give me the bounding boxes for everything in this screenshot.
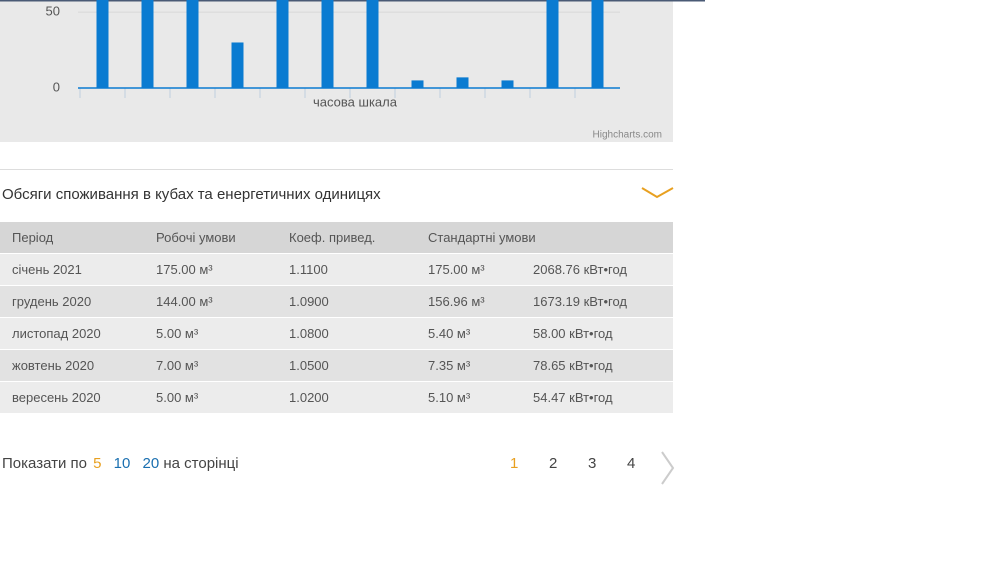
bar	[456, 77, 469, 88]
table-cell: 5.00 м³	[156, 390, 199, 405]
chart-background	[0, 0, 673, 142]
page-link[interactable]: 4	[627, 455, 636, 472]
table-cell: 1.0500	[289, 358, 329, 373]
table-row: листопад 2020 5.00 м³ 1.0800 5.40 м³ 58.00 к…	[0, 318, 673, 350]
chart: часова шкала Highcharts.com 0 50	[0, 0, 705, 142]
header-cell: Період	[12, 230, 54, 245]
table-cell: 7.00 м³	[156, 358, 199, 373]
table-cell: 1.0200	[289, 390, 329, 405]
table-cell: 5.00 м³	[156, 326, 199, 341]
table-row: вересень 2020 5.00 м³ 1.0200 5.10 м³ 54.47 к…	[0, 382, 673, 414]
table-row: грудень 2020 144.00 м³ 1.0900 156.96 м³ 1673…	[0, 286, 673, 318]
bar	[321, 0, 334, 88]
header-cell: Коеф. привед.	[289, 230, 376, 245]
bar	[141, 0, 154, 88]
table-cell: 7.35 м³	[428, 358, 471, 373]
table-cell: 78.65 кВт•год	[533, 358, 613, 373]
table-cell: січень 2021	[12, 262, 82, 277]
y-tick-label: 50	[46, 4, 60, 19]
table-cell: грудень 2020	[12, 294, 92, 309]
table-cell: листопад 2020	[12, 326, 101, 341]
page-size: Показати по 5 10 20 на сторінці	[2, 455, 239, 472]
size-option[interactable]: 20	[142, 455, 160, 472]
table: Період Робочі умови Коеф. привед. Стандартн…	[0, 222, 673, 414]
table-cell: 175.00 м³	[156, 262, 213, 277]
bar	[546, 0, 559, 88]
table-cell: 58.00 кВт•год	[533, 326, 613, 341]
x-axis-title: часова шкала	[313, 94, 398, 109]
table-cell: жовтень 2020	[12, 358, 95, 373]
bar	[96, 0, 109, 88]
y-tick-label: 0	[53, 79, 60, 94]
table-cell: 156.96 м³	[428, 294, 485, 309]
table-cell: 1.1100	[289, 262, 328, 277]
table-cell: 2068.76 кВт•год	[533, 262, 628, 277]
table-cell: 5.40 м³	[428, 326, 471, 341]
page-link[interactable]: 2	[549, 455, 558, 472]
size-option[interactable]: 5	[93, 455, 102, 472]
table-cell: 5.10 м³	[428, 390, 471, 405]
label: Показати по	[2, 455, 87, 472]
table-cell: вересень 2020	[12, 390, 101, 405]
table-cell: 54.47 кВт•год	[533, 390, 613, 405]
page-link[interactable]: 3	[588, 455, 597, 472]
table-row: січень 2021 175.00 м³ 1.1100 175.00 м³ 2068.…	[0, 254, 673, 286]
table-cell: 175.00 м³	[428, 262, 485, 277]
header-row: Період Робочі умови Коеф. привед. Стандартн…	[0, 222, 673, 254]
bar	[411, 80, 424, 88]
credit[interactable]: Highcharts.com	[593, 130, 662, 141]
bar	[276, 0, 289, 88]
table-cell: 1673.19 кВт•год	[533, 294, 628, 309]
section-title: Обсяги споживання в кубах та енергетични…	[2, 186, 381, 203]
table-row: жовтень 2020 7.00 м³ 1.0500 7.35 м³ 78.65 кВ…	[0, 350, 673, 382]
collapse-toggle[interactable]	[640, 185, 676, 201]
bar	[591, 0, 604, 88]
bar	[501, 80, 514, 88]
header-cell: Стандартні умови	[428, 230, 536, 245]
label: на сторінці	[163, 455, 239, 472]
table-cell: 144.00 м³	[156, 294, 213, 309]
table-cell: 1.0900	[289, 294, 329, 309]
page-link[interactable]: 1	[510, 455, 519, 472]
header-cell: Робочі умови	[156, 230, 236, 245]
bar	[186, 0, 199, 88]
bar	[231, 42, 244, 88]
table-cell: 1.0800	[289, 326, 329, 341]
bar	[366, 0, 379, 88]
size-option[interactable]: 10	[113, 455, 131, 472]
next-page[interactable]	[660, 450, 676, 486]
divider	[0, 169, 673, 170]
